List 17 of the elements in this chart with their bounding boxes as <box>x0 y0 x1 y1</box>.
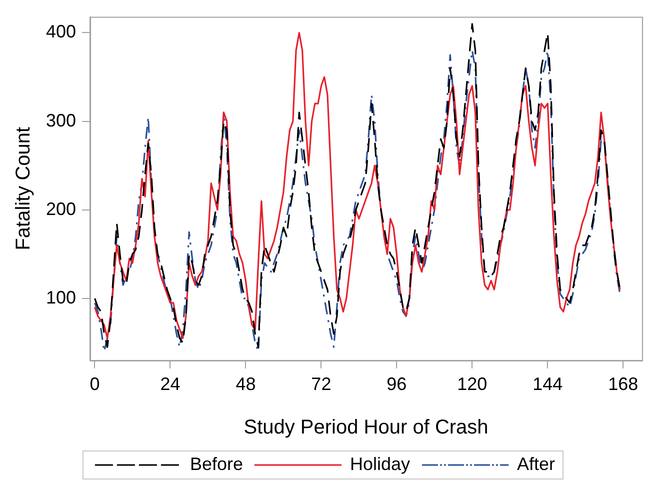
y-tick-label: 100 <box>46 287 76 308</box>
x-tick-label: 96 <box>386 374 407 394</box>
x-tick-label: 24 <box>160 374 180 394</box>
x-tick-label: 168 <box>608 374 638 394</box>
y-axis-title: Fatality Count <box>12 126 35 250</box>
x-axis-title: Study Period Hour of Crash <box>244 416 488 439</box>
y-tick-label: 200 <box>46 198 76 219</box>
y-tick-label: 400 <box>46 22 76 42</box>
legend-label: After <box>517 454 556 474</box>
x-tick-label: 120 <box>457 374 488 394</box>
x-tick-label: 144 <box>532 374 563 394</box>
legend-label: Before <box>190 454 244 474</box>
x-tick-label: 0 <box>90 374 100 394</box>
x-tick-label: 48 <box>236 374 256 394</box>
legend-label: Holiday <box>350 454 410 474</box>
x-tick-label: 72 <box>311 374 332 394</box>
y-tick-label: 300 <box>46 110 76 130</box>
